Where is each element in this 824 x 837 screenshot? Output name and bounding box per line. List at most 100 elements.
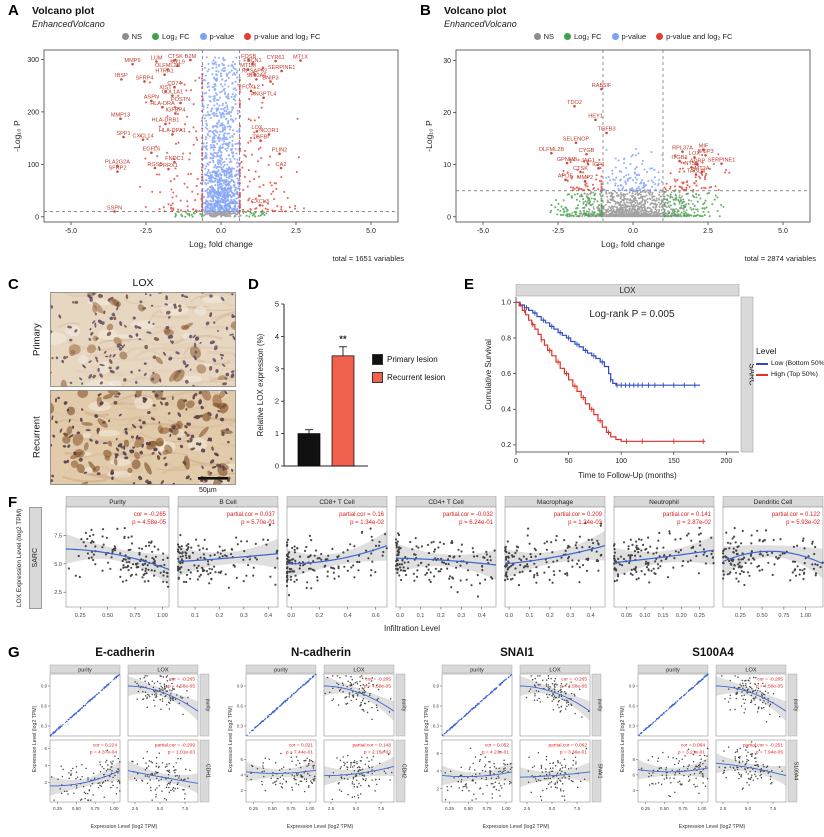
- gene-point-B2M: [189, 58, 192, 62]
- point-cloud: [67, 527, 170, 588]
- g-y-axis-label: Expression Level (log2 TPM): [620, 705, 626, 772]
- gene-label-POSTN: POSTN: [171, 97, 190, 103]
- correlation-annotation: p = 4.23e-01: [482, 749, 509, 755]
- timer-subplot-cd4-t-cell: CD4+ T Cell partial.cor = -0.032 p = 6.24e…: [394, 496, 497, 619]
- legend-swatch: [533, 33, 541, 40]
- svg-text:0.50: 0.50: [464, 806, 473, 811]
- gene-label-FOSB: FOSB: [241, 54, 256, 60]
- point-cloud: [328, 750, 393, 801]
- gene-point-CXCL14: [141, 138, 145, 141]
- svg-text:0.75: 0.75: [130, 613, 141, 619]
- gene-point-MT2A: [700, 170, 704, 174]
- svg-text:0.4: 0.4: [501, 407, 511, 414]
- gene-label-SFRP2: SFRP2: [108, 165, 126, 171]
- svg-text:0.3: 0.3: [41, 724, 48, 729]
- gene-label-ITGB1: ITGB1: [671, 155, 687, 161]
- gene-point-SERPINE1: [720, 162, 723, 165]
- svg-text:2.5: 2.5: [132, 806, 139, 811]
- point-cloud: [246, 752, 316, 793]
- gene-label-MMP9: MMP9: [124, 58, 140, 64]
- svg-text:0.2: 0.2: [501, 442, 511, 449]
- gene-point-LUM: [155, 60, 158, 63]
- gene-label-B2M: B2M: [185, 54, 197, 60]
- point-cloud: [49, 674, 120, 737]
- gene-point-ADRP: [696, 163, 699, 166]
- gene-point-RGS5: [153, 166, 157, 170]
- gene-point-HLA-DRA: [161, 105, 164, 109]
- svg-text:3: 3: [275, 364, 279, 373]
- legend-item: p-value and log₂ FC: [244, 32, 320, 41]
- gene-point-FSCN1: [251, 62, 254, 66]
- gene-point-LOX: [255, 129, 259, 133]
- svg-text:0.25: 0.25: [75, 613, 86, 619]
- gene-label-CTSK: CTSK: [168, 54, 183, 60]
- gene-label-IGF1: IGF1: [592, 162, 604, 168]
- g-x-axis-label: Expression Level (log2 TPM): [287, 824, 354, 830]
- timer-subplot-macrophage: Macrophage partial.cor = 0.209 p = 1.24e-0…: [503, 496, 606, 619]
- correlation-annotation: partial.cor = 0.16: [339, 512, 385, 518]
- svg-text:1.00: 1.00: [157, 613, 168, 619]
- g-y-axis-label: Expression Level (log2 TPM): [228, 705, 234, 772]
- ihc-label-recurrent: Recurrent: [31, 416, 43, 459]
- svg-text:2: 2: [45, 780, 48, 785]
- ihc-label-primary: Primary: [31, 323, 43, 356]
- facet-title: Purity: [109, 499, 126, 506]
- svg-text:0.6: 0.6: [372, 613, 380, 619]
- svg-text:6: 6: [633, 772, 636, 777]
- panel-f: F LOX Expression Level (log2 TPM) SARC P…: [6, 492, 824, 642]
- svg-text:0.50: 0.50: [102, 613, 113, 619]
- point-cloud: [324, 675, 392, 721]
- correlation-annotation: partial.cor = 0.209: [554, 512, 603, 518]
- gene-point-FNDC1: [173, 160, 176, 164]
- gene-label-HLA-DPA1: HLA-DPA1: [159, 128, 186, 134]
- g-row-label: purity: [792, 699, 798, 712]
- gene-point-POSTN: [179, 101, 182, 105]
- svg-text:0.3: 0.3: [433, 724, 440, 729]
- svg-text:0: 0: [35, 214, 39, 221]
- gene-point-TGFBI: [259, 139, 262, 143]
- gene-label-HTRA1: HTRA1: [155, 68, 173, 74]
- gene-point-ASPN: [150, 99, 153, 103]
- gene-label-MT1X: MT1X: [293, 54, 308, 60]
- g-x-axis-label: Expression Level (log2 TPM): [679, 824, 746, 830]
- panel-letter-b: B: [420, 2, 431, 19]
- correlation-annotation: cor = -0.265: [134, 512, 167, 518]
- panel-letter-d: D: [248, 276, 259, 293]
- svg-text:200: 200: [27, 109, 39, 116]
- legend-item: p-value: [611, 32, 646, 41]
- ihc-title: LOX: [132, 277, 154, 289]
- gene-label-RPSAP52: RPSAP52: [242, 68, 267, 74]
- panel-letter-c: C: [8, 276, 19, 293]
- gene-point-SPP1: [122, 135, 125, 139]
- legend-swatch: [656, 33, 664, 40]
- panel-c: C LOX Primary Recurrent 50µm: [6, 276, 244, 494]
- x-axis-label: Log₂ fold change: [601, 239, 665, 249]
- gene-label-PLA2G2A: PLA2G2A: [105, 160, 130, 166]
- km-y-axis-label: Cumulative Survival: [484, 339, 493, 410]
- svg-text:6: 6: [241, 757, 244, 762]
- km-x-axis-label: Time to Follow-Up (months): [578, 471, 677, 480]
- g-col-header: purity: [274, 667, 288, 673]
- gene-point-ITGB1: [678, 159, 681, 163]
- svg-text:1: 1: [275, 429, 279, 438]
- svg-text:7.5: 7.5: [770, 806, 777, 811]
- correlation-annotation: p = 4.58e-05: [364, 683, 391, 689]
- svg-text:150: 150: [668, 458, 680, 465]
- g-col-header: LOX: [549, 667, 560, 673]
- gene-point-CXCL3: [258, 203, 262, 207]
- point-cloud: [239, 211, 268, 218]
- gene-point-OLFML2B: [166, 68, 169, 71]
- g-col-header: LOX: [157, 667, 168, 673]
- svg-text:0.25: 0.25: [249, 806, 258, 811]
- correlation-annotation: p = 2.15e-02: [364, 749, 391, 755]
- gene-label-CD74: CD74: [167, 81, 181, 87]
- svg-text:30: 30: [443, 58, 451, 65]
- svg-text:1.00: 1.00: [306, 806, 315, 811]
- svg-text:20: 20: [443, 110, 451, 117]
- panel-d: D 0 1 2 3 4 5 Relative LOX expression (%) ** Pr…: [246, 276, 460, 488]
- facet-title: CD8+ T Cell: [319, 499, 355, 506]
- point-cloud: [201, 168, 241, 213]
- gene-label-IBSP: IBSP: [115, 73, 128, 79]
- svg-text:4: 4: [437, 769, 440, 774]
- gene-label-CXCL14: CXCL14: [132, 133, 153, 139]
